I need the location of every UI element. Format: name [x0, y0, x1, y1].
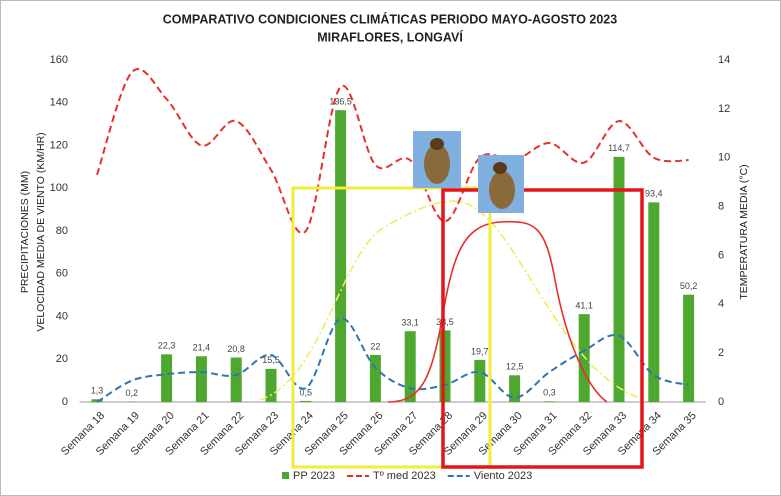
y-axis-title: VELOCIDAD MEDIA DE VIENTO (KM/HR): [35, 132, 47, 331]
y2-tick-label: 4: [718, 298, 724, 310]
y-tick-label: 120: [50, 139, 68, 151]
y-tick-label: 60: [56, 268, 68, 280]
data-label: 21,4: [193, 343, 211, 353]
bar: [195, 356, 207, 402]
chart-title: COMPARATIVO CONDICIONES CLIMÁTICAS PERIO…: [163, 11, 617, 26]
y-tick-label: 140: [50, 97, 68, 109]
bar: [230, 357, 242, 402]
data-label: 0,2: [126, 388, 139, 398]
y2-axis-title: TEMPERATURA MEDIA (°C): [738, 164, 750, 299]
bar: [474, 359, 486, 402]
legend-label: Viento 2023: [474, 470, 533, 482]
y2-tick-label: 12: [718, 103, 730, 115]
y2-tick-label: 0: [718, 396, 724, 408]
data-label: 22: [370, 341, 380, 351]
data-label: 1,3: [91, 386, 104, 396]
bar: [648, 202, 660, 402]
bar: [509, 375, 521, 402]
bar: [161, 354, 173, 402]
line: [96, 317, 689, 403]
data-label: 93,4: [645, 189, 663, 199]
data-label: 136,5: [329, 97, 352, 107]
bar: [335, 110, 347, 402]
legend-label: PP 2023: [293, 470, 335, 482]
data-label: 20,8: [227, 344, 245, 354]
bar: [613, 156, 625, 402]
bar: [404, 331, 416, 402]
data-label: 50,2: [680, 281, 698, 291]
y2-tick-label: 6: [718, 249, 724, 261]
y-tick-label: 20: [56, 353, 68, 365]
data-label: 41,1: [575, 301, 593, 311]
data-label: 22,3: [158, 341, 176, 351]
data-label: 114,7: [608, 143, 630, 153]
y-axis-title: PRECIPITACIONES (MM): [19, 171, 31, 293]
chart-subtitle: MIRAFLORES, LONGAVÍ: [317, 29, 463, 44]
highlight-box: [291, 186, 492, 469]
legend: PP 2023 Tº med 2023 Viento 2023: [282, 470, 532, 482]
data-label: 19,7: [471, 346, 489, 356]
highlight-box: [441, 188, 644, 469]
bar: [265, 368, 277, 402]
bar: [683, 294, 695, 402]
data-label: 0,3: [543, 388, 556, 398]
y2-tick-label: 10: [718, 152, 730, 164]
y-tick-label: 80: [56, 225, 68, 237]
data-label: 0,5: [300, 387, 313, 397]
bar: [300, 400, 312, 402]
data-label: 33,5: [436, 317, 454, 327]
bar: [578, 314, 590, 402]
bar: [439, 330, 451, 402]
y-tick-label: 0: [62, 396, 68, 408]
overlay-curve: [259, 200, 641, 401]
data-label: 33,1: [401, 318, 419, 328]
legend-swatch: [282, 472, 289, 479]
y-tick-label: 100: [50, 182, 68, 194]
y2-tick-label: 14: [718, 54, 730, 66]
data-label: 15,5: [262, 355, 280, 365]
bar: [91, 399, 103, 402]
bar: [369, 354, 381, 402]
photo: [413, 131, 461, 188]
line: [96, 68, 689, 235]
data-label: 12,5: [506, 362, 524, 372]
y2-tick-label: 2: [718, 347, 724, 359]
bar: [543, 401, 555, 402]
photo: [478, 155, 524, 213]
y2-tick-label: 8: [718, 200, 724, 212]
y-tick-label: 40: [56, 310, 68, 322]
overlay: [259, 131, 644, 469]
legend-label: Tº med 2023: [373, 470, 436, 482]
overlay-curve: [387, 220, 608, 403]
y-tick-label: 160: [50, 54, 68, 66]
